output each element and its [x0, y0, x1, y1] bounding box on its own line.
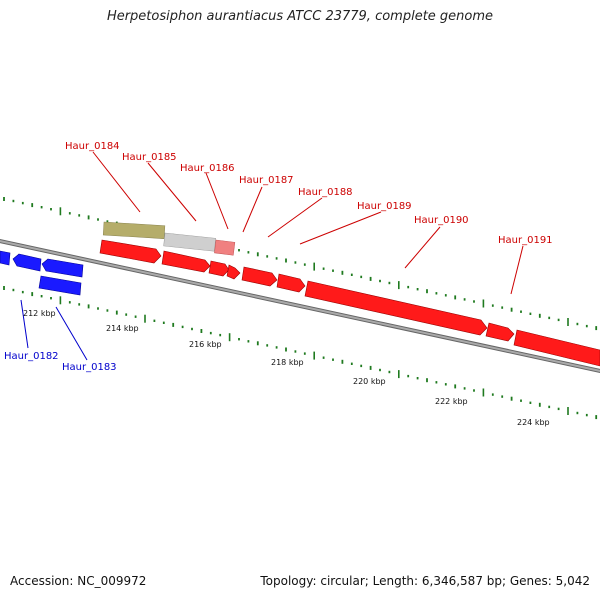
label-haur-0190[interactable]: Haur_0190	[414, 215, 469, 226]
gene-haur-0185[interactable]	[161, 250, 211, 273]
scale-label-216: 216 kbp	[189, 340, 222, 349]
label-haur-0182[interactable]: Haur_0182	[4, 351, 59, 362]
label-haur-0185[interactable]: Haur_0185	[122, 152, 177, 163]
outer-tick-track	[3, 197, 598, 331]
scale-label-224: 224 kbp	[517, 418, 550, 427]
label-haur-0188[interactable]: Haur_0188	[298, 187, 353, 198]
label-haur-0187[interactable]: Haur_0187	[239, 175, 294, 186]
label-haur-0191[interactable]: Haur_0191	[498, 235, 553, 246]
scale-label-222: 222 kbp	[435, 397, 468, 406]
gene-haur-0187[interactable]	[226, 264, 241, 280]
leader-haur-0188	[267, 197, 323, 238]
gene-haur-0183[interactable]	[38, 275, 82, 296]
reverse-genes	[0, 250, 84, 296]
feature-olive	[102, 221, 166, 239]
gene-haur-0189[interactable]	[276, 273, 306, 293]
leader-haur-0183	[55, 306, 88, 361]
label-haur-0186[interactable]: Haur_0186	[180, 163, 235, 174]
inner-tick-track	[3, 286, 598, 420]
leader-haur-0185	[147, 162, 197, 222]
label-leader-lines	[20, 151, 524, 361]
leader-haur-0191	[510, 245, 524, 295]
feature-grey	[163, 232, 216, 252]
backbone-line	[0, 240, 600, 372]
gene-haur-0184[interactable]	[99, 239, 162, 264]
leader-haur-0182	[20, 299, 29, 349]
label-haur-0189[interactable]: Haur_0189	[357, 201, 412, 212]
gene-haur-0188[interactable]	[241, 266, 278, 287]
leader-haur-0186	[205, 172, 229, 230]
leader-haur-0189	[299, 211, 382, 245]
gene-haur-0191-part1[interactable]	[485, 322, 515, 342]
accession-text: Accession: NC_009972	[10, 574, 147, 588]
scale-label-214: 214 kbp	[106, 324, 139, 333]
leader-haur-0190	[404, 226, 441, 269]
gene-reverse-partial[interactable]	[0, 250, 11, 266]
label-haur-0184[interactable]: Haur_0184	[65, 141, 120, 152]
forward-gene-labels: Haur_0184 Haur_0185 Haur_0186 Haur_0187 …	[65, 141, 553, 246]
gene-reverse-b[interactable]	[41, 258, 84, 278]
scale-label-220: 220 kbp	[353, 377, 386, 386]
label-haur-0183[interactable]: Haur_0183	[62, 362, 117, 373]
scale-labels: 212 kbp 214 kbp 216 kbp 218 kbp 220 kbp …	[23, 309, 550, 427]
forward-genes	[99, 239, 600, 367]
scale-label-218: 218 kbp	[271, 358, 304, 367]
gene-haur-0190[interactable]	[304, 280, 488, 336]
scale-label-212: 212 kbp	[23, 309, 56, 318]
feature-pink	[214, 239, 236, 256]
gene-haur-0186[interactable]	[208, 260, 230, 277]
leader-haur-0184	[92, 151, 141, 213]
genome-summary-text: Topology: circular; Length: 6,346,587 bp…	[260, 574, 590, 588]
reverse-gene-labels: Haur_0182 Haur_0183	[4, 351, 117, 373]
gene-haur-0191[interactable]	[513, 329, 600, 367]
gene-reverse-a[interactable]	[12, 253, 42, 272]
leader-haur-0187	[242, 186, 263, 233]
genome-title: Herpetosiphon aurantiacus ATCC 23779, co…	[106, 9, 494, 24]
